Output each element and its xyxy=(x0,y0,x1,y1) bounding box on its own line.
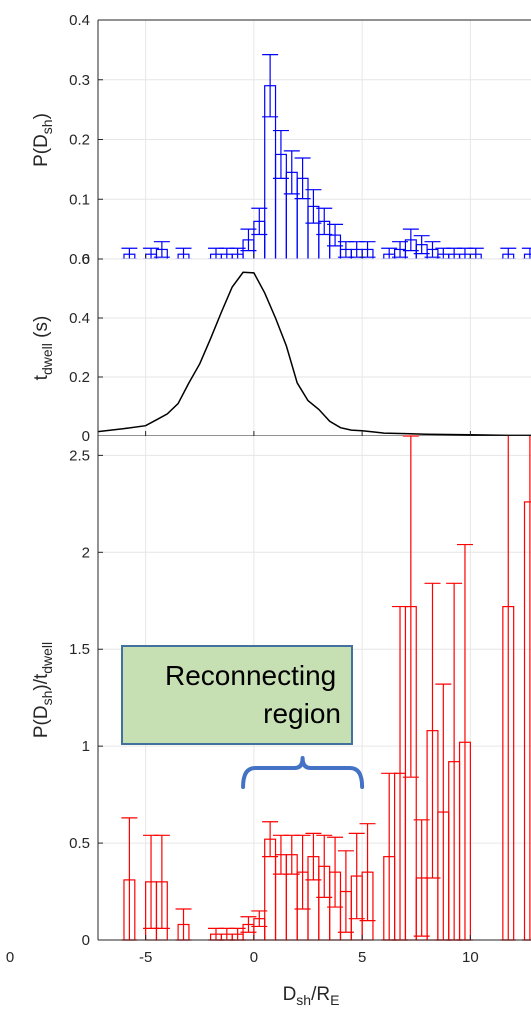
reconnecting-region-annotation: Reconnecting region xyxy=(121,645,353,745)
y-tick-label: 0.3 xyxy=(69,72,90,89)
panel-dwell-time-bg xyxy=(98,259,531,436)
panel-dwell-time-ylabel: tdwell (s) xyxy=(31,316,55,381)
y-tick-label: 0.5 xyxy=(69,835,90,852)
panel-probability: 0 0.1 0.2 0.3 0.4 P(Dsh) xyxy=(31,12,531,268)
panel-probability-yticks: 0 0.1 0.2 0.3 0.4 xyxy=(69,12,471,268)
y-tick-label: 0.4 xyxy=(69,12,90,29)
y-tick-label: 2.5 xyxy=(69,447,90,464)
y-tick-label: 2 xyxy=(82,544,90,561)
y-tick-label: 0.1 xyxy=(69,191,90,208)
y-tick-label: 1 xyxy=(82,738,90,755)
y-tick-label: 0 xyxy=(82,428,90,445)
stray-zero-label: 0 xyxy=(6,949,14,966)
x-axis-label: Dsh/RE xyxy=(283,984,340,1008)
panel-ratio-bars xyxy=(121,435,531,941)
y-tick-label: 1.5 xyxy=(69,641,90,658)
panel-probability-ylabel: P(Dsh) xyxy=(31,113,55,167)
panel-ratio-ylabel: P(Dsh)/tdwell xyxy=(31,642,55,738)
x-tick-label: -5 xyxy=(139,949,152,966)
x-tick-label: 10 xyxy=(462,949,479,966)
dwell-time-line xyxy=(97,271,531,437)
y-tick-label: 0.4 xyxy=(69,310,90,327)
panel-ratio-xticks: -5 0 5 10 xyxy=(139,949,479,966)
y-tick-label: 0 xyxy=(82,932,90,949)
y-tick-label: 0.2 xyxy=(69,132,90,149)
x-tick-label: 5 xyxy=(358,949,366,966)
y-tick-label: 0 xyxy=(82,251,90,268)
y-tick-label: 0.2 xyxy=(69,369,90,386)
region-brace xyxy=(241,756,365,789)
panel-dwell-time: 0 0.2 0.4 0.6 tdwell (s) xyxy=(31,251,531,445)
y-tick-label: 0.6 xyxy=(69,251,90,268)
panel-dwell-time-grid xyxy=(98,258,531,436)
x-tick-label: 0 xyxy=(250,949,258,966)
panel-dwell-time-yticks: 0 0.2 0.4 0.6 xyxy=(69,251,471,445)
annotation-line-1: Reconnecting xyxy=(165,660,337,691)
annotation-line-2: region xyxy=(263,698,341,729)
